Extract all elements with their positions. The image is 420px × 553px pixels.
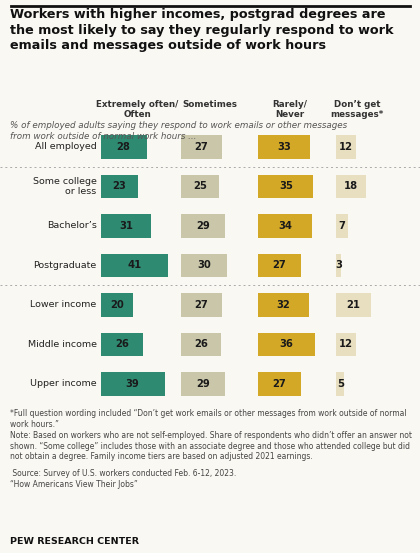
Bar (181, 293, 222, 317)
Bar (336, 175, 366, 199)
Text: 39: 39 (126, 379, 139, 389)
Text: 27: 27 (194, 142, 208, 152)
Text: All employed: All employed (35, 143, 97, 152)
Text: Bachelor’s: Bachelor’s (47, 221, 97, 231)
Bar (101, 372, 165, 396)
Text: Postgraduate: Postgraduate (33, 261, 97, 270)
Text: 31: 31 (119, 221, 133, 231)
Text: 26: 26 (115, 340, 129, 349)
Text: 32: 32 (277, 300, 290, 310)
Bar (181, 175, 219, 199)
Bar (101, 254, 168, 277)
Text: 28: 28 (117, 142, 131, 152)
Text: 18: 18 (344, 181, 358, 191)
Text: PEW RESEARCH CENTER: PEW RESEARCH CENTER (10, 538, 139, 546)
Bar (258, 214, 312, 238)
Bar (101, 293, 134, 317)
Bar (258, 372, 301, 396)
Text: 27: 27 (194, 300, 208, 310)
Bar (181, 214, 226, 238)
Bar (336, 135, 356, 159)
Bar (336, 332, 356, 356)
Text: 7: 7 (339, 221, 345, 231)
Bar (181, 332, 221, 356)
Text: Rarely/
Never: Rarely/ Never (272, 100, 307, 119)
Bar (258, 254, 301, 277)
Text: 34: 34 (278, 221, 292, 231)
Text: Sometimes: Sometimes (183, 100, 237, 108)
Text: 33: 33 (278, 142, 291, 152)
Bar (101, 332, 143, 356)
Text: 25: 25 (193, 181, 207, 191)
Text: 3: 3 (335, 260, 342, 270)
Text: “How Americans View Their Jobs”: “How Americans View Their Jobs” (10, 480, 138, 489)
Bar (336, 293, 371, 317)
Text: Lower income: Lower income (30, 300, 97, 310)
Text: Don’t get
messages*: Don’t get messages* (331, 100, 383, 119)
Text: 12: 12 (339, 142, 353, 152)
Bar (336, 372, 344, 396)
Text: 27: 27 (273, 379, 286, 389)
Text: 35: 35 (279, 181, 293, 191)
Text: Note: Based on workers who are not self-employed. Share of respondents who didn’: Note: Based on workers who are not self-… (10, 431, 412, 461)
Text: Extremely often/
Often: Extremely often/ Often (96, 100, 179, 119)
Text: Upper income: Upper income (30, 379, 97, 388)
Text: 27: 27 (273, 260, 286, 270)
Bar (101, 135, 147, 159)
Text: 29: 29 (196, 221, 210, 231)
Text: 12: 12 (339, 340, 353, 349)
Text: 41: 41 (127, 260, 142, 270)
Text: Middle income: Middle income (28, 340, 97, 349)
Bar (101, 214, 152, 238)
Bar (336, 254, 341, 277)
Bar (181, 372, 226, 396)
Text: Some college
or less: Some college or less (33, 177, 97, 196)
Bar (336, 214, 348, 238)
Bar (258, 175, 313, 199)
Bar (258, 135, 310, 159)
Text: 29: 29 (196, 379, 210, 389)
Text: 20: 20 (110, 300, 124, 310)
Bar (181, 254, 227, 277)
Text: 26: 26 (194, 340, 207, 349)
Text: 23: 23 (113, 181, 126, 191)
Text: % of employed adults saying they respond to work emails or other messages
from w: % of employed adults saying they respond… (10, 121, 348, 140)
Text: 5: 5 (337, 379, 344, 389)
Text: Source: Survey of U.S. workers conducted Feb. 6-12, 2023.: Source: Survey of U.S. workers conducted… (10, 469, 237, 478)
Text: 21: 21 (346, 300, 361, 310)
Text: 36: 36 (280, 340, 294, 349)
Bar (181, 135, 222, 159)
Bar (101, 175, 138, 199)
Text: *Full question wording included “Don’t get work emails or other messages from wo: *Full question wording included “Don’t g… (10, 409, 407, 429)
Bar (258, 332, 315, 356)
Text: Workers with higher incomes, postgrad degrees are
the most likely to say they re: Workers with higher incomes, postgrad de… (10, 8, 394, 53)
Bar (258, 293, 309, 317)
Text: 30: 30 (197, 260, 211, 270)
